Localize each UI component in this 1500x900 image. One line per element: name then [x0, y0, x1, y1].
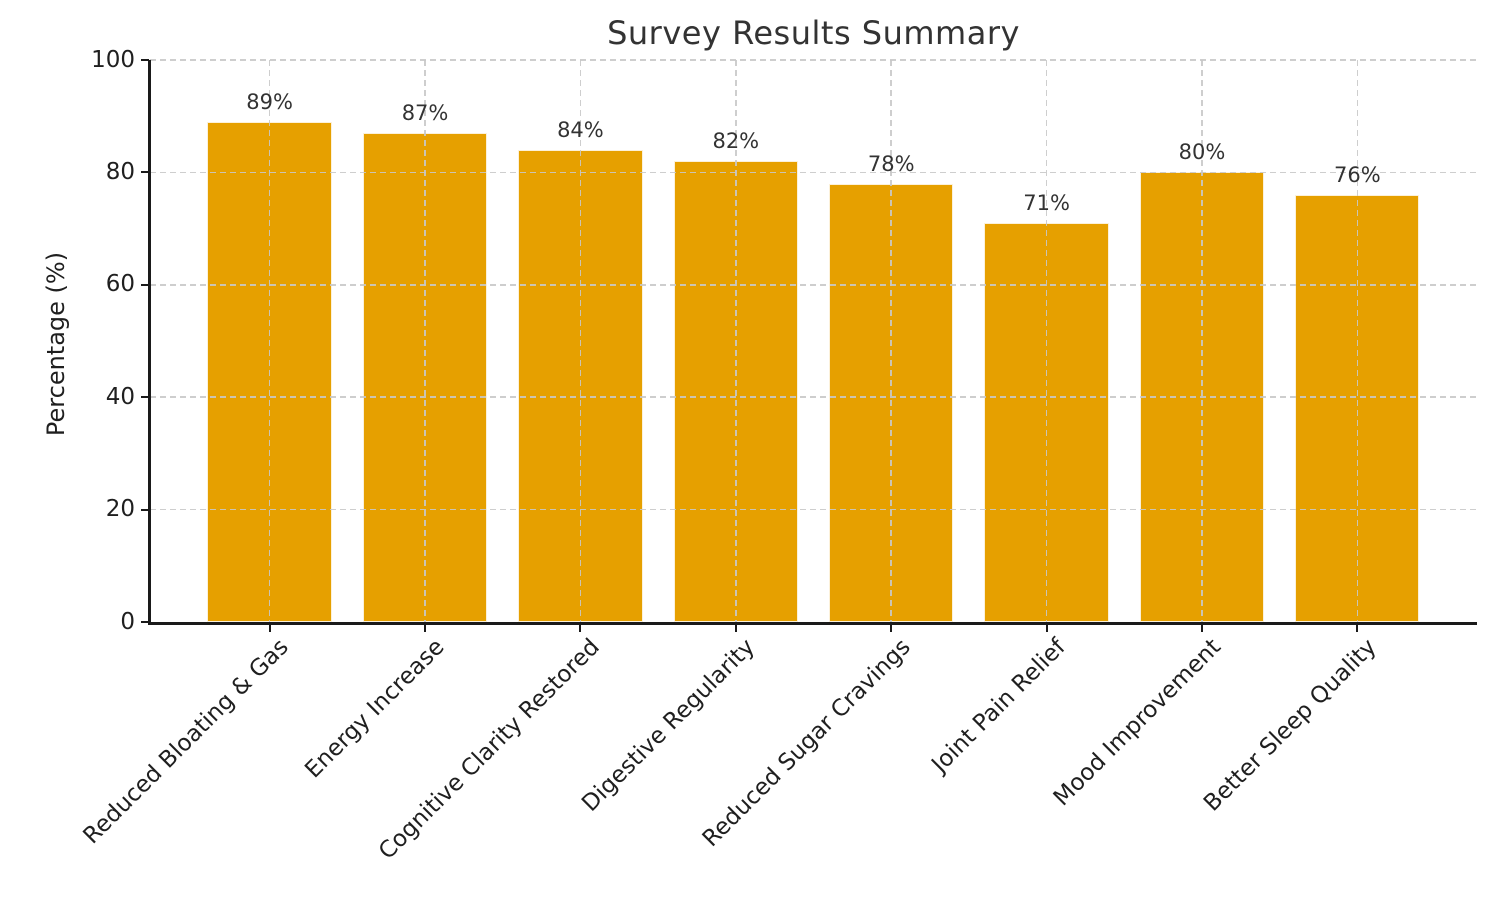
- x-tick-label-6: Mood Improvement: [1049, 634, 1227, 812]
- x-axis-spine: [148, 622, 1477, 625]
- x-tick-mark-6: [1200, 624, 1203, 632]
- x-tick-mark-7: [1356, 624, 1359, 632]
- y-tick-label-100: 100: [91, 46, 135, 73]
- y-tick-mark-80: [141, 171, 149, 174]
- gridline-h-60: [150, 284, 1477, 286]
- y-tick-mark-60: [141, 283, 149, 286]
- plot-area: [150, 60, 1477, 622]
- gridline-v-6: [1201, 60, 1203, 622]
- bar-value-label-0: 89%: [246, 89, 293, 114]
- bar-value-label-7: 76%: [1334, 162, 1381, 187]
- bar-value-label-6: 80%: [1178, 140, 1226, 165]
- gridline-v-1: [424, 60, 426, 622]
- gridline-v-2: [579, 60, 582, 622]
- y-tick-label-80: 80: [105, 158, 135, 185]
- x-tick-label-3: Digestive Regularity: [577, 634, 761, 817]
- gridline-v-3: [735, 60, 737, 622]
- gridline-h-80: [150, 171, 1477, 174]
- y-tick-label-40: 40: [105, 383, 135, 410]
- x-tick-mark-3: [734, 624, 737, 632]
- y-tick-mark-20: [141, 508, 149, 511]
- x-tick-mark-1: [424, 624, 427, 632]
- x-tick-mark-0: [268, 624, 271, 632]
- y-axis-label: Percentage (%): [42, 251, 70, 437]
- bar-value-label-4: 78%: [867, 151, 915, 176]
- y-tick-label-20: 20: [105, 496, 135, 523]
- x-tick-mark-4: [890, 624, 893, 632]
- chart-title: Survey Results Summary: [607, 14, 1020, 52]
- x-tick-mark-5: [1045, 624, 1048, 632]
- y-tick-mark-40: [141, 396, 149, 399]
- gridline-v-7: [1356, 60, 1359, 622]
- bar-value-label-3: 82%: [712, 129, 760, 154]
- x-tick-label-7: Better Sleep Quality: [1199, 634, 1382, 817]
- gridline-h-40: [150, 396, 1477, 398]
- x-tick-mark-2: [579, 624, 582, 632]
- bar-value-label-2: 84%: [557, 117, 604, 142]
- y-tick-label-0: 0: [120, 608, 135, 635]
- y-tick-mark-0: [141, 621, 149, 623]
- x-tick-label-0: Reduced Bloating & Gas: [78, 634, 295, 850]
- bar-value-label-5: 71%: [1023, 190, 1070, 215]
- bar-value-label-1: 87%: [401, 101, 449, 126]
- x-tick-label-5: Joint Pain Relief: [927, 634, 1071, 778]
- y-tick-mark-100: [141, 59, 149, 61]
- y-tick-label-60: 60: [105, 271, 135, 298]
- gridline-h-100: [150, 59, 1477, 61]
- gridline-v-0: [268, 60, 271, 622]
- gridline-v-5: [1045, 60, 1048, 622]
- gridline-h-20: [150, 508, 1477, 511]
- y-axis-spine: [148, 60, 151, 624]
- x-tick-label-1: Energy Increase: [300, 634, 450, 784]
- gridline-v-4: [890, 60, 892, 622]
